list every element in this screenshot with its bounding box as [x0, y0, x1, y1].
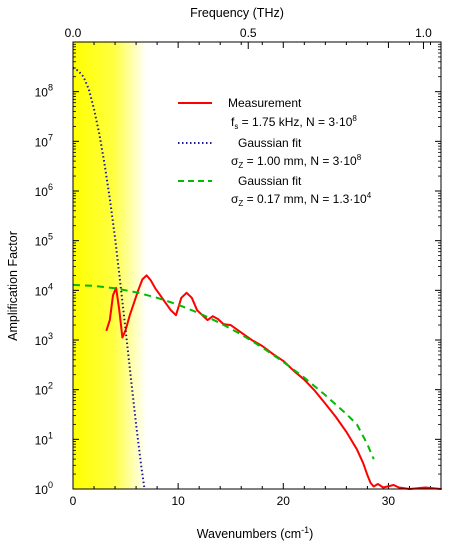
legend-label-gauss2: Gaussian fit [238, 174, 302, 188]
bottom-axis-label: Wavenumbers (cm-1) [197, 525, 314, 541]
top-tick-label: 0.5 [240, 26, 257, 40]
legend-label-gauss1: Gaussian fit [238, 136, 302, 150]
ticks-layer: 0 10 20 30 0.0 0.5 1.0 100 101 102 103 104 105 106 107… [35, 26, 441, 508]
y-tick-label: 100 [35, 480, 53, 497]
y-tick-label: 102 [35, 381, 53, 398]
y-tick-label: 108 [35, 83, 53, 100]
highlight-band [73, 42, 147, 489]
y-tick-label: 101 [35, 430, 53, 447]
x-tick-label: 0 [70, 494, 77, 508]
series-line-gauss2 [72, 283, 375, 460]
y-tick-label: 106 [35, 182, 53, 199]
legend: Measurement fs = 1.75 kHz, N = 3·108 Gau… [178, 96, 372, 208]
y-tick-label: 105 [35, 232, 53, 249]
top-axis-label: Frequency (THz) [190, 6, 284, 20]
top-tick-label: 0.0 [65, 26, 82, 40]
y-tick-label: 107 [35, 132, 53, 149]
legend-detail-gauss2: σZ = 0.17 mm, N = 1.3·104 [231, 191, 372, 208]
legend-detail-gauss1: σZ = 1.00 mm, N = 3·108 [231, 153, 362, 170]
legend-detail-measurement: fs = 1.75 kHz, N = 3·108 [231, 114, 357, 131]
y-tick-label: 104 [35, 281, 53, 298]
x-tick-label: 10 [171, 494, 185, 508]
x-tick-label: 20 [277, 494, 291, 508]
series-line-measurement [105, 274, 442, 490]
series-layer [72, 66, 442, 490]
top-tick-label: 1.0 [415, 26, 432, 40]
y-tick-label: 103 [35, 331, 53, 348]
y-axis-label: Amplification Factor [6, 231, 20, 341]
x-tick-label: 30 [382, 494, 396, 508]
legend-label-measurement: Measurement [228, 96, 302, 110]
plot-frame [72, 41, 442, 490]
